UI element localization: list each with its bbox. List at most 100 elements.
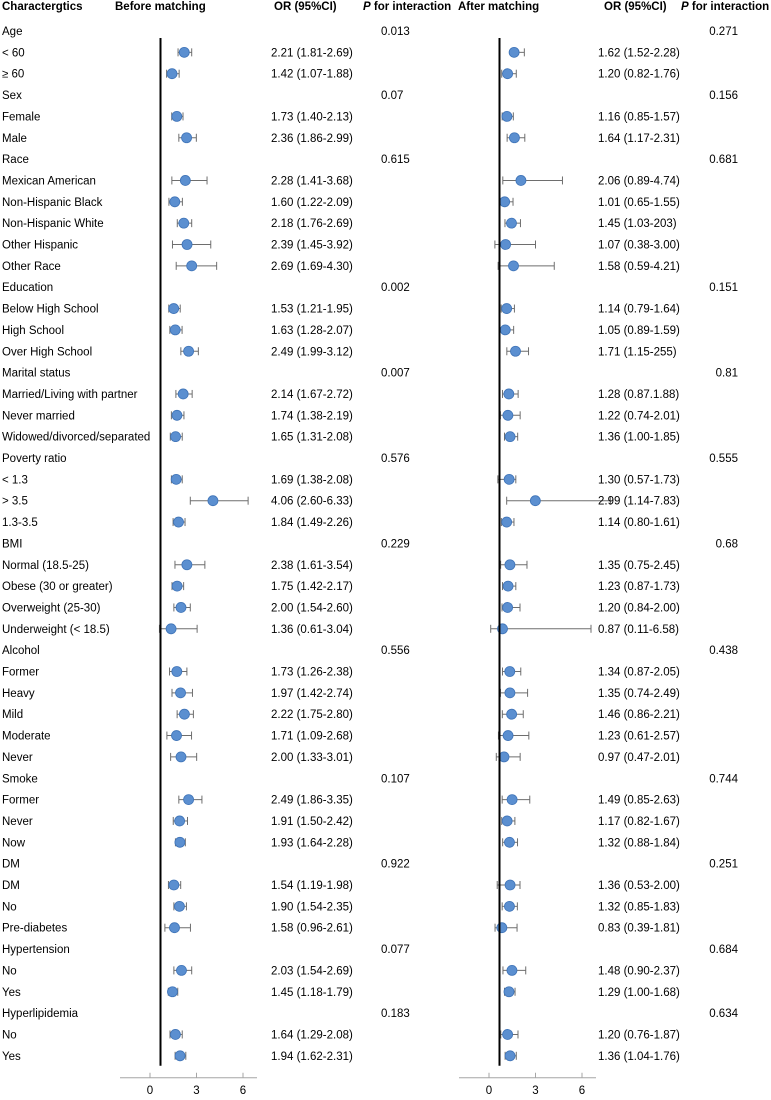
or-ci-after: 0.83 (0.39-1.81)	[598, 923, 680, 935]
subgroup-label: Other Hispanic	[2, 240, 78, 252]
or-ci-after: 2.06 (0.89-4.74)	[598, 175, 680, 187]
group-label: Hypertension	[2, 944, 70, 956]
subgroup-label: Never married	[2, 410, 75, 422]
after-point	[504, 836, 515, 848]
or-ci-after: 1.64 (1.17-2.31)	[598, 133, 680, 145]
or-ci-before: 2.18 (1.76-2.69)	[271, 218, 353, 230]
p-interaction-after: 0.68	[716, 538, 738, 550]
group-label: Hyperlipidemia	[2, 1008, 79, 1020]
before-point	[179, 708, 190, 720]
subgroup-label: No	[2, 1029, 17, 1041]
p-interaction-before: 0.183	[381, 1008, 410, 1020]
before-point	[171, 666, 183, 677]
after-point	[502, 602, 514, 613]
group-label: Poverty ratio	[2, 453, 67, 465]
p-interaction-before: 0.922	[381, 859, 410, 871]
or-ci-before: 1.93 (1.64-2.28)	[271, 837, 353, 849]
header-or-after: OR (95%CI)	[604, 1, 667, 13]
subgroup-label: Now	[2, 837, 26, 849]
or-ci-before: 2.28 (1.41-3.68)	[271, 175, 353, 187]
subgroup-label: > 3.5	[2, 496, 28, 508]
subgroup-label: Over High School	[2, 346, 92, 358]
after-point	[499, 324, 511, 336]
or-ci-before: 1.53 (1.21-1.95)	[271, 304, 353, 316]
subgroup-label: Former	[2, 667, 39, 679]
before-point	[178, 46, 190, 58]
p-interaction-after: 0.271	[709, 26, 738, 38]
or-ci-before: 2.36 (1.86-2.99)	[271, 133, 353, 145]
or-ci-before: 2.38 (1.61-3.54)	[271, 560, 353, 572]
before-point	[171, 409, 183, 421]
after-point	[496, 922, 508, 934]
subgroup-label: Widowed/divorced/separated	[2, 432, 150, 444]
subgroup-label: Non-Hispanic White	[2, 218, 104, 230]
after-point	[502, 730, 514, 741]
before-point	[168, 879, 180, 891]
or-ci-after: 1.49 (0.85-2.63)	[598, 795, 680, 807]
after-point	[504, 666, 516, 677]
header-or-before: OR (95%CI)	[274, 1, 337, 13]
before-point	[168, 303, 180, 314]
or-ci-after: 1.29 (1.00-1.68)	[598, 987, 680, 999]
subgroup-label: DM	[2, 880, 20, 892]
after-point	[503, 473, 515, 485]
before-point	[171, 730, 182, 741]
p-interaction-before: 0.229	[381, 538, 410, 550]
or-ci-before: 1.60 (1.22-2.09)	[271, 197, 353, 209]
forest-axes: 0 3 6 0 3 6	[120, 38, 596, 1097]
or-ci-after: 1.36 (0.53-2.00)	[598, 880, 680, 892]
or-ci-before: 1.91 (1.50-2.42)	[271, 816, 353, 828]
subgroup-label: Other Race	[2, 261, 61, 273]
subgroup-label: Underweight (< 18.5)	[2, 624, 110, 636]
or-ci-after: 1.32 (0.85-1.83)	[598, 901, 680, 913]
or-ci-after: 1.22 (0.74-2.01)	[598, 410, 680, 422]
header-p-after-italic: P	[681, 1, 689, 13]
after-point	[502, 1029, 514, 1040]
p-interaction-before: 0.077	[381, 944, 410, 956]
after-point	[503, 388, 515, 400]
subgroup-label: Below High School	[2, 304, 99, 316]
header-characteristics: Charactergtics	[2, 1, 83, 13]
subgroup-label: No	[2, 965, 17, 977]
p-interaction-after: 0.156	[709, 90, 738, 102]
subgroup-label: No	[2, 901, 17, 913]
or-ci-after: 1.36 (1.00-1.85)	[598, 432, 680, 444]
or-ci-before: 2.00 (1.54-2.60)	[271, 602, 353, 614]
after-point	[501, 815, 513, 827]
header-p-after: P for interaction	[681, 1, 769, 13]
or-ci-before: 2.49 (1.86-3.35)	[271, 795, 353, 807]
header-after-matching: After matching	[458, 1, 539, 13]
before-point	[181, 239, 193, 250]
or-ci-before: 1.65 (1.31-2.08)	[271, 432, 353, 444]
before-point	[165, 623, 177, 635]
subgroup-label: Normal (18.5-25)	[2, 560, 89, 572]
before-point	[175, 602, 187, 613]
subgroup-label: Married/Living with partner	[2, 389, 138, 401]
before-point	[174, 836, 186, 848]
or-ci-before: 1.71 (1.09-2.68)	[271, 731, 353, 743]
before-point	[171, 580, 183, 592]
p-interaction-before: 0.002	[381, 282, 410, 294]
subgroup-label: < 60	[2, 47, 25, 59]
before-point	[177, 388, 189, 400]
or-ci-before: 1.63 (1.28-2.07)	[271, 325, 353, 337]
p-interaction-before: 0.07	[381, 90, 403, 102]
after-point	[515, 175, 527, 186]
or-ci-before: 1.64 (1.29-2.08)	[271, 1029, 353, 1041]
subgroup-label: Mild	[2, 709, 23, 721]
before-point	[175, 687, 186, 699]
before-point	[166, 68, 178, 80]
or-ci-before: 2.22 (1.75-2.80)	[271, 709, 353, 721]
after-point	[508, 260, 519, 272]
subgroup-label: Obese (30 or greater)	[2, 581, 113, 593]
or-ci-after: 1.30 (0.57-1.73)	[598, 474, 680, 486]
before-point	[173, 516, 184, 528]
or-ci-before: 1.84 (1.49-2.26)	[271, 517, 353, 529]
header-row: Charactergtics Before matching OR (95%CI…	[2, 1, 769, 13]
or-ci-before: 1.73 (1.26-2.38)	[271, 667, 353, 679]
or-ci-after: 0.87 (0.11-6.58)	[598, 624, 679, 636]
subgroup-label: Overweight (25-30)	[2, 602, 101, 614]
or-ci-before: 2.39 (1.45-3.92)	[271, 240, 353, 252]
or-ci-before: 1.94 (1.62-2.31)	[271, 1051, 353, 1063]
group-label: Alcohol	[2, 645, 40, 657]
